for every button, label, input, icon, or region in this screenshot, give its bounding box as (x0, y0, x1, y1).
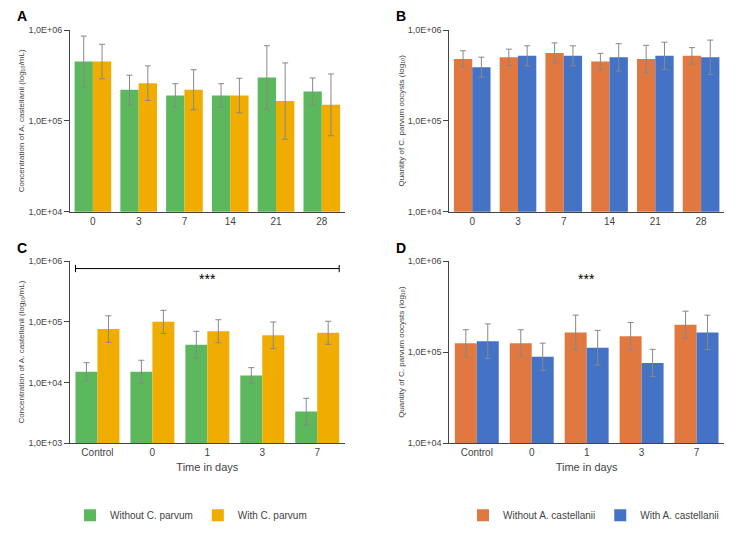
svg-text:3: 3 (639, 447, 645, 458)
svg-text:1,0E+04: 1,0E+04 (408, 207, 442, 217)
svg-text:***: *** (199, 271, 216, 287)
svg-text:1,0E+04: 1,0E+04 (28, 378, 62, 388)
svg-text:7: 7 (694, 447, 700, 458)
svg-text:14: 14 (225, 216, 237, 227)
svg-text:3: 3 (515, 216, 521, 227)
svg-text:A: A (17, 8, 27, 24)
svg-text:1,0E+05: 1,0E+05 (28, 116, 62, 126)
svg-text:Without A. castellanii: Without A. castellanii (503, 510, 595, 521)
svg-text:7: 7 (561, 216, 567, 227)
svg-text:3: 3 (259, 447, 265, 458)
svg-text:With C. parvum: With C. parvum (238, 510, 307, 521)
svg-text:0: 0 (150, 447, 156, 458)
svg-text:1,0E+06: 1,0E+06 (28, 256, 62, 266)
svg-text:With A. castellanii: With A. castellanii (640, 510, 718, 521)
svg-text:Concentration of A. castellani: Concentration of A. castellanii (log₁₀/m… (17, 280, 26, 423)
svg-text:Control: Control (461, 447, 493, 458)
svg-text:0: 0 (529, 447, 535, 458)
svg-text:1,0E+05: 1,0E+05 (28, 317, 62, 327)
svg-text:Quantity of C. parvum oocysts: Quantity of C. parvum oocysts (log₁₀) (397, 286, 406, 418)
svg-text:1: 1 (205, 447, 211, 458)
svg-text:7: 7 (182, 216, 188, 227)
svg-text:1,0E+04: 1,0E+04 (28, 207, 62, 217)
svg-text:Control: Control (81, 447, 113, 458)
svg-text:3: 3 (136, 216, 142, 227)
svg-text:Time in days: Time in days (556, 461, 618, 473)
svg-text:***: *** (578, 271, 595, 287)
svg-text:Without C. parvum: Without C. parvum (110, 510, 193, 521)
svg-text:1,0E+03: 1,0E+03 (28, 438, 62, 448)
svg-text:1,0E+06: 1,0E+06 (408, 256, 442, 266)
svg-text:0: 0 (90, 216, 96, 227)
svg-text:C: C (17, 240, 27, 256)
svg-text:D: D (396, 240, 406, 256)
svg-text:1,0E+04: 1,0E+04 (408, 438, 442, 448)
svg-text:1,0E+06: 1,0E+06 (408, 25, 442, 35)
svg-text:Time in days: Time in days (176, 461, 238, 473)
svg-text:B: B (396, 8, 406, 24)
svg-text:7: 7 (314, 447, 320, 458)
svg-text:1: 1 (584, 447, 590, 458)
svg-text:21: 21 (270, 216, 282, 227)
svg-text:1,0E+06: 1,0E+06 (28, 25, 62, 35)
svg-text:Concentration of A. castellani: Concentration of A. castellanii (log₁₀/m… (17, 49, 26, 192)
svg-text:28: 28 (696, 216, 708, 227)
svg-text:0: 0 (469, 216, 475, 227)
svg-text:21: 21 (650, 216, 662, 227)
svg-text:1,0E+05: 1,0E+05 (408, 347, 442, 357)
svg-text:28: 28 (316, 216, 328, 227)
svg-text:Quantity of C. parvum oocysts: Quantity of C. parvum oocysts (log₁₀) (397, 55, 406, 187)
svg-text:14: 14 (604, 216, 616, 227)
svg-text:1,0E+05: 1,0E+05 (408, 116, 442, 126)
